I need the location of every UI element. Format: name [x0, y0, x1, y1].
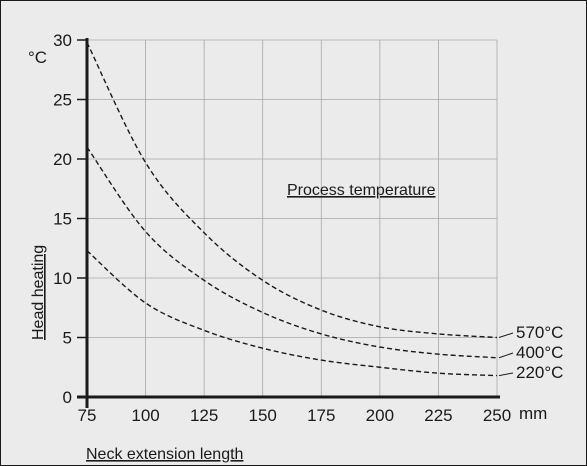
axes — [77, 38, 500, 408]
x-tick-label: 75 — [78, 406, 97, 425]
x-tick-label: 250 — [483, 406, 511, 425]
series-label-leader — [498, 332, 514, 338]
grid — [87, 39, 498, 397]
chart-title: Process temperature — [287, 182, 436, 199]
y-tick-labels: 0 5 10 15 20 25 30 — [53, 31, 72, 407]
series-label: 220°C — [516, 363, 563, 382]
y-tick-label: 20 — [53, 150, 72, 169]
x-tick-label: 225 — [424, 406, 452, 425]
x-axis-title: Neck extension length — [86, 446, 243, 463]
series-line — [86, 250, 498, 377]
y-tick-label: 30 — [53, 31, 72, 50]
x-tick-label: 200 — [366, 406, 394, 425]
x-unit: mm — [519, 404, 547, 423]
series-label-leader — [498, 372, 514, 377]
x-tick-label: 100 — [131, 406, 159, 425]
y-tick-label: 10 — [53, 269, 72, 288]
y-axis-title: Head heating — [30, 245, 47, 340]
x-tick-label: 150 — [249, 406, 277, 425]
series-line — [86, 42, 498, 339]
y-unit: °C — [28, 48, 47, 67]
series-lines — [86, 42, 498, 377]
x-tick-labels: 75 100 125 150 175 200 225 250 — [78, 406, 512, 425]
series-label: 570°C — [516, 323, 563, 342]
x-tick-label: 175 — [307, 406, 335, 425]
series-label-leader — [498, 352, 514, 359]
y-tick-label: 0 — [63, 388, 72, 407]
y-tick-label: 25 — [53, 91, 72, 110]
y-tick-label: 15 — [53, 210, 72, 229]
series-line — [86, 146, 498, 359]
series-label: 400°C — [516, 343, 563, 362]
x-tick-label: 125 — [190, 406, 218, 425]
y-tick-label: 5 — [63, 329, 72, 348]
